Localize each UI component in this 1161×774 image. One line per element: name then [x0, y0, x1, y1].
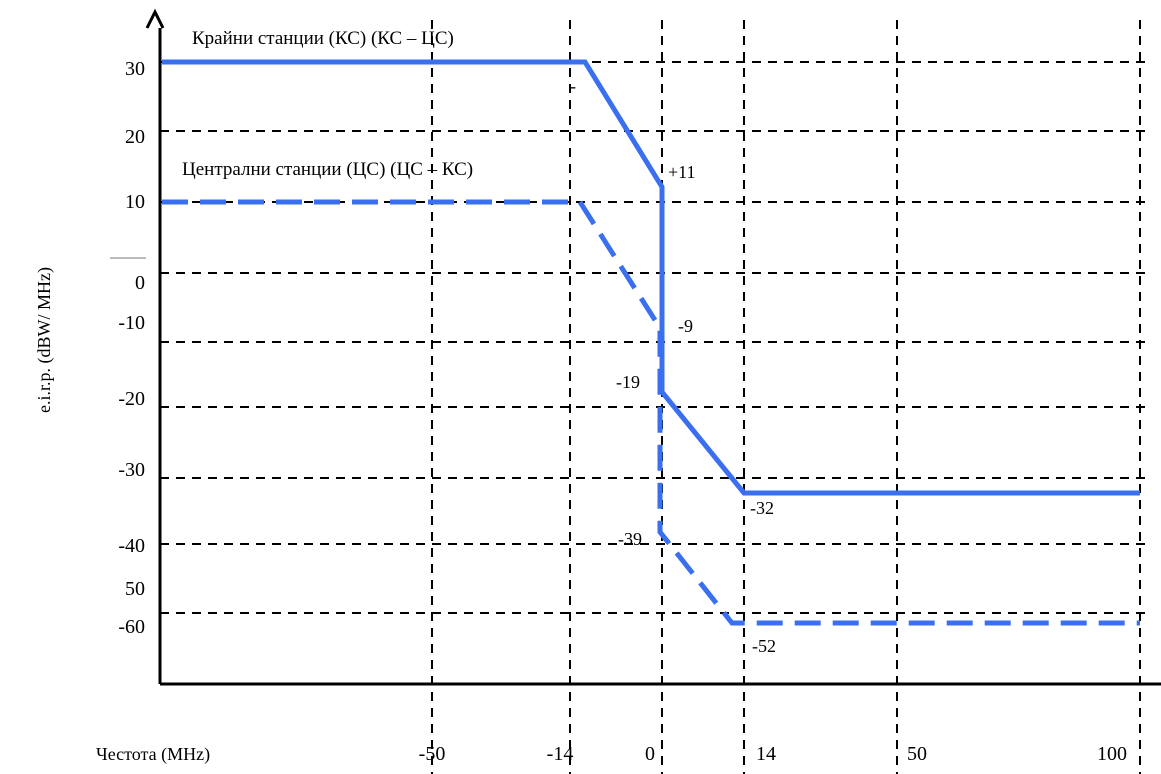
- point-annotation: -9: [678, 316, 693, 336]
- point-annotation: -32: [750, 498, 774, 518]
- x-tick-label: 0: [645, 743, 655, 765]
- y-tick-label: -20: [118, 388, 145, 410]
- y-tick-label: 10: [125, 191, 145, 213]
- x-tick-label: -14: [547, 743, 574, 765]
- y-tick-label: -30: [118, 459, 145, 481]
- y-axis-title: e.i.r.p. (dBW/ MHz): [34, 267, 55, 413]
- point-annotation: -: [570, 76, 576, 96]
- point-annotation: -52: [752, 636, 776, 656]
- x-tick-label: 50: [907, 743, 927, 765]
- y-axis-arrow: [145, 8, 165, 29]
- point-annotation: -39: [618, 529, 642, 549]
- x-axis-title: Честота (MHz): [96, 744, 210, 765]
- series-line-central-stations: [162, 199, 1140, 626]
- y-tick-label: 30: [125, 58, 145, 80]
- y-tick-label: 50: [125, 578, 145, 600]
- x-tick-label: -50: [419, 743, 446, 765]
- series-label-central-stations: Централни станции (ЦС) (ЦС – КС): [182, 159, 473, 180]
- x-tick-label: 100: [1097, 743, 1127, 765]
- x-tick-label: 14: [756, 743, 776, 765]
- y-tick-label: 20: [125, 126, 145, 148]
- y-tick-label: -10: [118, 312, 145, 334]
- series-label-terminal-stations: Крайни станции (КС) (КС – ЦС): [192, 28, 454, 49]
- point-annotation: -19: [616, 372, 640, 392]
- series-lines: [162, 59, 1140, 626]
- point-annotation: +11: [668, 162, 695, 182]
- series-line-terminal-stations: [162, 59, 1140, 496]
- y-tick-label: -40: [118, 535, 145, 557]
- y-tick-label: 0: [135, 272, 145, 294]
- axes: [145, 8, 1161, 686]
- y-tick-label: -60: [118, 616, 145, 638]
